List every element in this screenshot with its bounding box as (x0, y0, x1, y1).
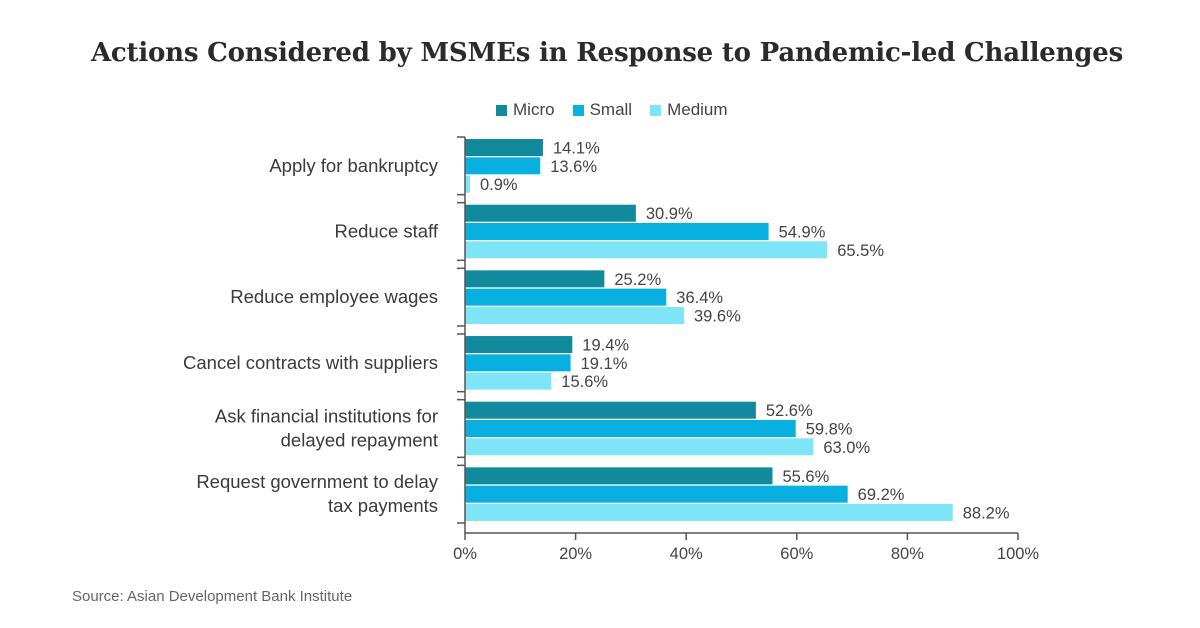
legend: Micro Small Medium (496, 99, 746, 121)
bar-medium (465, 175, 470, 193)
x-tick-label: 80% (891, 545, 924, 563)
category-label: tax payments (328, 495, 438, 516)
category-label: Ask financial institutions for (215, 406, 438, 427)
x-tick-label: 60% (780, 545, 813, 563)
bar-small (465, 420, 796, 437)
bar-value-label: 19.1% (581, 355, 628, 373)
x-tick-label: 40% (670, 545, 703, 563)
legend-swatch (496, 104, 507, 116)
bar-value-label: 0.9% (480, 176, 518, 194)
category-label: Cancel contracts with suppliers (183, 352, 438, 373)
bar-value-label: 25.2% (614, 271, 661, 289)
bar-value-label: 88.2% (963, 504, 1010, 522)
bar-value-label: 14.1% (553, 140, 600, 158)
bar-value-label: 52.6% (766, 402, 813, 420)
category-label: Request government to delay (196, 471, 438, 492)
bar-value-label: 54.9% (779, 224, 826, 242)
bar-value-label: 55.6% (782, 468, 829, 486)
x-tick-label: 20% (559, 545, 592, 563)
bar-value-label: 30.9% (646, 205, 693, 223)
bar-value-label: 19.4% (582, 337, 629, 355)
bar-value-label: 69.2% (858, 486, 905, 504)
bar-medium (465, 438, 814, 456)
bar-small (465, 485, 848, 503)
bar-value-label: 65.5% (837, 242, 884, 260)
bar-value-label: 13.6% (550, 158, 597, 176)
bar-medium (465, 241, 828, 259)
x-tick-label: 100% (997, 545, 1040, 563)
bar-micro (465, 270, 605, 288)
category-label: delayed repayment (281, 430, 438, 451)
bar-value-label: 63.0% (823, 439, 870, 457)
bar-small (465, 157, 541, 175)
legend-item-micro: Micro (496, 100, 555, 120)
legend-label: Medium (667, 100, 728, 119)
bar-value-label: 39.6% (694, 307, 741, 325)
x-tick-label: 0% (453, 545, 477, 563)
bar-small (465, 354, 571, 372)
category-label: Apply for bankruptcy (269, 155, 438, 176)
chart-title: Actions Considered by MSMEs in Response … (90, 38, 1124, 68)
bar-value-label: 36.4% (676, 289, 723, 307)
category-label: Reduce staff (334, 221, 438, 242)
bar-value-label: 59.8% (806, 421, 853, 439)
bar-micro (465, 467, 773, 485)
legend-label: Micro (513, 100, 555, 119)
legend-swatch (650, 104, 662, 116)
bar-medium (465, 503, 953, 521)
bar-micro (465, 336, 573, 354)
bar-small (465, 223, 769, 240)
bar-micro (465, 204, 636, 222)
category-label: Reduce employee wages (230, 286, 438, 307)
bar-micro (465, 139, 543, 157)
legend-swatch (572, 104, 584, 116)
source-note: Source: Asian Development Bank Institute (72, 588, 353, 605)
bar-small (465, 288, 667, 306)
bar-value-label: 15.6% (561, 373, 608, 391)
legend-item-small: Small (572, 100, 633, 120)
legend-label: Small (589, 100, 633, 119)
bar-micro (465, 401, 756, 419)
legend-item-medium: Medium (650, 100, 728, 120)
bar-medium (465, 306, 684, 324)
bar-medium (465, 372, 552, 390)
